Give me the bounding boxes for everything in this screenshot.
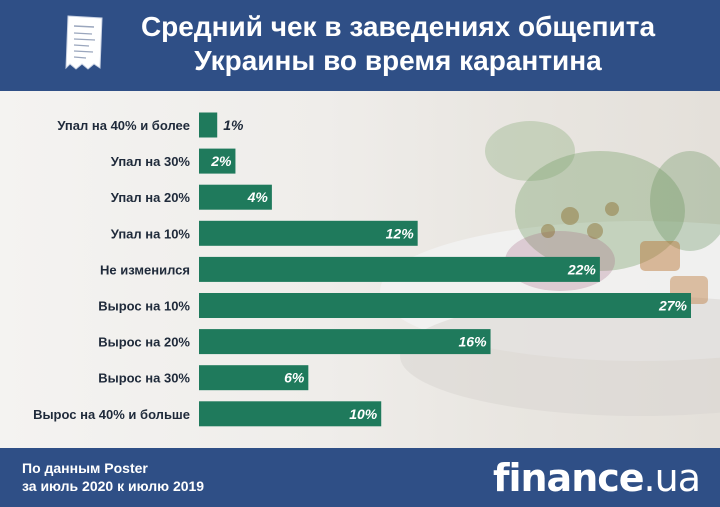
bar-chart: Упал на 40% и более 1% Упал на 30% 2% Упал н…: [33, 112, 691, 427]
header-banner: Средний чек в заведениях общепита Украин…: [0, 0, 720, 91]
title-line-2: Украины во время карантина: [194, 45, 602, 76]
bar: [199, 256, 600, 282]
source-line-2: за июль 2020 к июлю 2019: [22, 478, 205, 494]
value-label: 27%: [658, 298, 688, 314]
value-label: 2%: [210, 153, 232, 169]
category-label: Не изменился: [100, 262, 190, 277]
value-label: 22%: [567, 261, 597, 277]
bar: [199, 220, 418, 246]
category-label: Упал на 20%: [111, 190, 191, 205]
bar: [199, 184, 272, 210]
bar: [199, 148, 236, 174]
category-label: Упал на 30%: [111, 154, 191, 169]
page-title: Средний чек в заведениях общепита Украин…: [118, 10, 678, 78]
value-label: 6%: [284, 370, 305, 386]
bar: [199, 401, 382, 427]
bar: [199, 112, 218, 138]
value-label: 16%: [459, 334, 488, 350]
receipt-icon: [65, 15, 103, 70]
bar: [199, 365, 309, 391]
logo-main-text: finance: [492, 456, 645, 500]
source-note: По данным Poster за июль 2020 к июлю 201…: [22, 459, 204, 495]
footer-banner: По данным Poster за июль 2020 к июлю 201…: [0, 448, 720, 507]
category-label: Вырос на 30%: [98, 371, 190, 386]
category-label: Вырос на 20%: [98, 335, 190, 350]
category-label: Вырос на 40% и больше: [33, 407, 190, 422]
value-label: 12%: [386, 225, 415, 241]
category-label: Упал на 10%: [111, 226, 191, 241]
bar: [199, 293, 691, 318]
value-label: 10%: [349, 406, 378, 422]
bar: [199, 329, 491, 355]
chart-area: Упал на 40% и более 1% Упал на 30% 2% Упал н…: [0, 91, 720, 448]
title-line-1: Средний чек в заведениях общепита: [140, 11, 656, 42]
logo-suffix-text: .ua: [643, 456, 701, 500]
category-label: Вырос на 10%: [98, 299, 190, 314]
finance-ua-logo: finance.ua: [492, 456, 701, 500]
category-label: Упал на 40% и более: [57, 118, 190, 133]
value-label: 4%: [247, 189, 269, 205]
source-line-1: По данным Poster: [22, 460, 148, 476]
value-label: 1%: [223, 117, 244, 133]
